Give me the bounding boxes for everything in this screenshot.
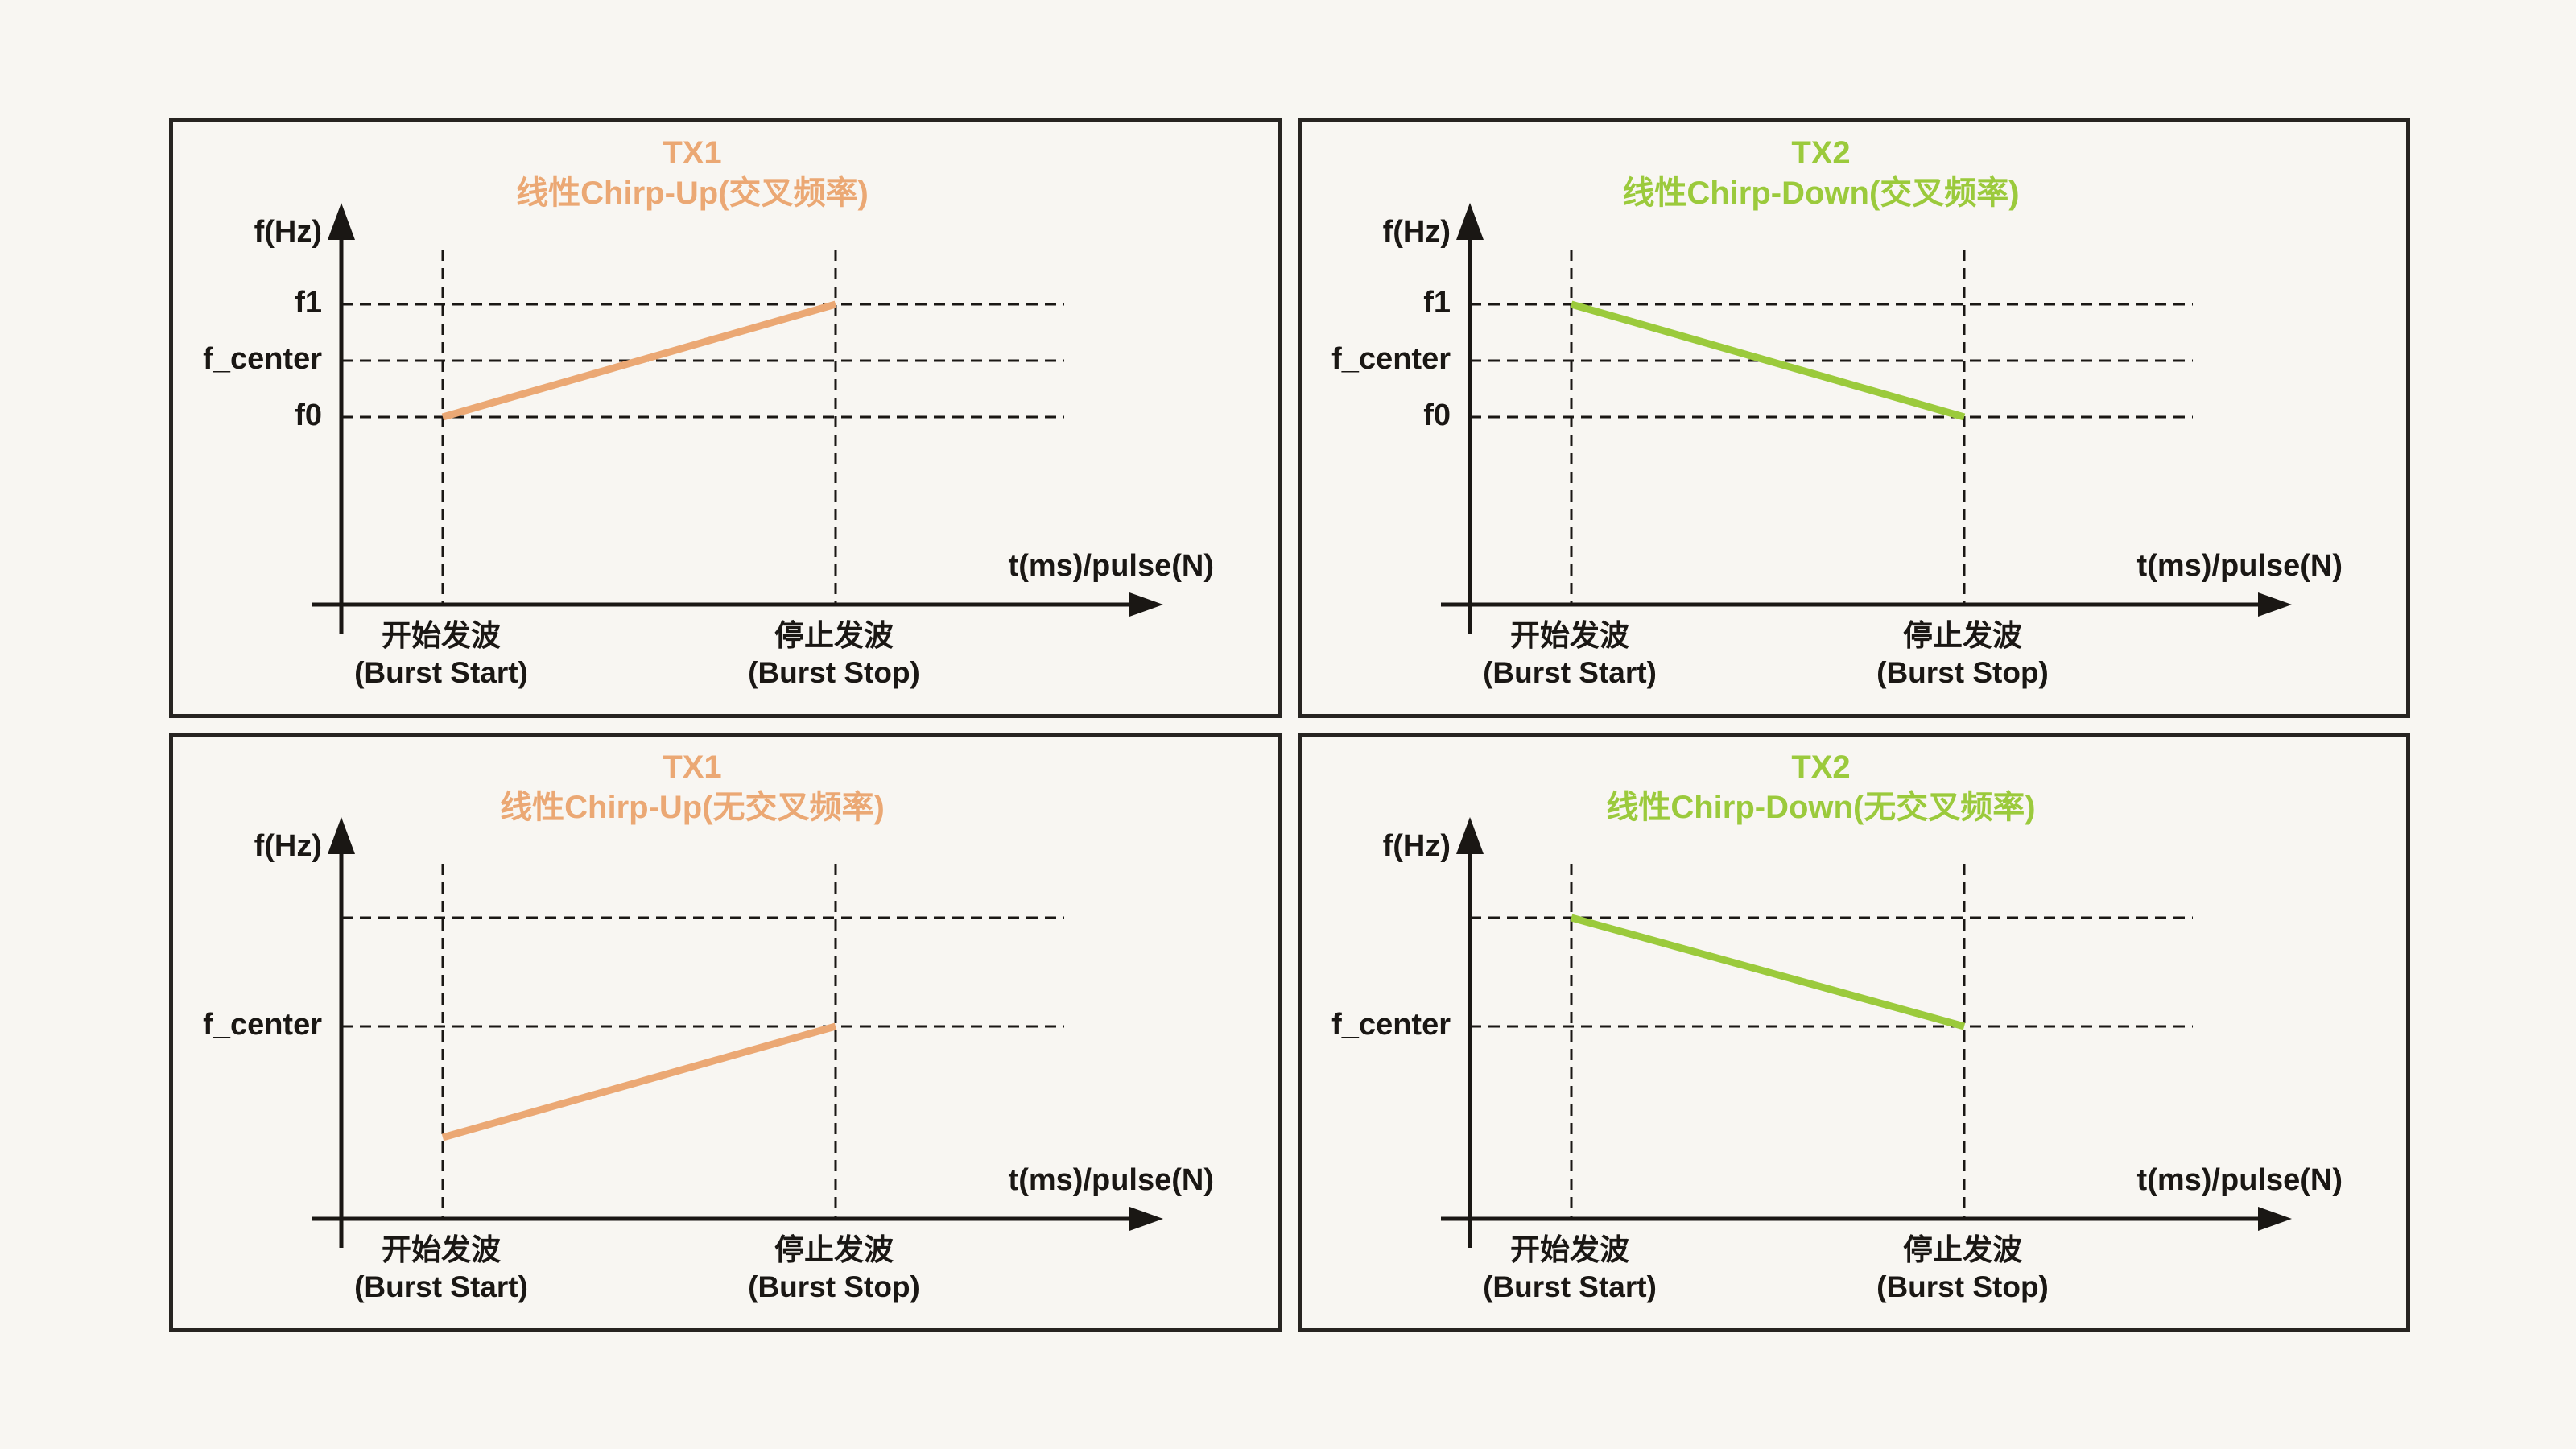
burst-stop-label: 停止发波 (Burst Stop) bbox=[1785, 1232, 2140, 1306]
burst-stop-label: 停止发波 (Burst Stop) bbox=[657, 617, 1011, 691]
panel-tx1-chirp-up-crossed: TX1 线性Chirp-Up(交叉频率) f(Hz) f1 f_center f… bbox=[169, 118, 1282, 718]
level-label-f1: f1 bbox=[1423, 286, 1451, 320]
x-axis-arrowhead-icon bbox=[1129, 592, 1163, 617]
panel-title: TX2 线性Chirp-Down(无交叉频率) bbox=[1302, 747, 2340, 828]
x-axis-arrowhead-icon bbox=[2258, 1207, 2292, 1231]
burst-stop-en: (Burst Stop) bbox=[748, 656, 920, 689]
x-axis-label: t(ms)/pulse(N) bbox=[2136, 1163, 2343, 1197]
burst-start-cn: 开始发波 bbox=[382, 619, 501, 652]
plot-canvas bbox=[1441, 817, 2292, 1248]
chirp-down-line bbox=[1570, 300, 1966, 421]
burst-stop-cn: 停止发波 bbox=[1903, 1233, 2022, 1266]
y-axis-label: f(Hz) bbox=[1382, 215, 1451, 249]
y-axis-arrowhead-icon bbox=[328, 203, 355, 240]
panel-tx2-chirp-down-noncrossed: TX2 线性Chirp-Down(无交叉频率) f(Hz) f_center t… bbox=[1298, 733, 2410, 1332]
level-label-f-center: f_center bbox=[1331, 342, 1451, 376]
plot-canvas bbox=[312, 203, 1163, 634]
y-axis-label: f(Hz) bbox=[254, 215, 322, 249]
y-axis-label: f(Hz) bbox=[254, 829, 322, 863]
panel-title-line2: 线性Chirp-Down(无交叉频率) bbox=[1606, 790, 2036, 825]
x-axis-arrowhead-icon bbox=[1129, 1207, 1163, 1231]
burst-start-label: 开始发波 (Burst Start) bbox=[264, 1232, 618, 1306]
burst-start-label: 开始发波 (Burst Start) bbox=[1393, 617, 1747, 691]
burst-start-cn: 开始发波 bbox=[1510, 1233, 1629, 1266]
y-axis-arrowhead-icon bbox=[328, 817, 355, 854]
burst-stop-en: (Burst Stop) bbox=[1876, 1270, 2049, 1303]
panel-tx2-chirp-down-crossed: TX2 线性Chirp-Down(交叉频率) f(Hz) f1 f_center… bbox=[1298, 118, 2410, 718]
burst-stop-label: 停止发波 (Burst Stop) bbox=[657, 1232, 1011, 1306]
burst-stop-label: 停止发波 (Burst Stop) bbox=[1785, 617, 2140, 691]
y-axis-arrowhead-icon bbox=[1456, 203, 1484, 240]
burst-stop-cn: 停止发波 bbox=[1903, 619, 2022, 652]
panel-title-line1: TX1 bbox=[663, 135, 722, 171]
chirp-up-line bbox=[441, 300, 837, 421]
level-label-f0: f0 bbox=[295, 398, 322, 432]
burst-stop-en: (Burst Stop) bbox=[748, 1270, 920, 1303]
burst-stop-en: (Burst Stop) bbox=[1876, 656, 2049, 689]
burst-start-en: (Burst Start) bbox=[1483, 1270, 1657, 1303]
panel-title-line1: TX2 bbox=[1791, 135, 1851, 171]
plot-canvas bbox=[1441, 203, 2292, 634]
panel-title: TX1 线性Chirp-Up(无交叉频率) bbox=[173, 747, 1212, 828]
panel-title: TX1 线性Chirp-Up(交叉频率) bbox=[173, 133, 1212, 213]
burst-start-en: (Burst Start) bbox=[1483, 656, 1657, 689]
level-label-f0: f0 bbox=[1423, 398, 1451, 432]
burst-start-cn: 开始发波 bbox=[1510, 619, 1629, 652]
panel-title-line1: TX2 bbox=[1791, 749, 1851, 785]
level-label-f-center: f_center bbox=[1331, 1008, 1451, 1042]
burst-start-cn: 开始发波 bbox=[382, 1233, 501, 1266]
panel-title: TX2 线性Chirp-Down(交叉频率) bbox=[1302, 133, 2340, 213]
burst-start-label: 开始发波 (Burst Start) bbox=[1393, 1232, 1747, 1306]
burst-start-en: (Burst Start) bbox=[354, 656, 528, 689]
burst-stop-cn: 停止发波 bbox=[774, 619, 894, 652]
plot-canvas bbox=[312, 817, 1163, 1248]
level-label-f-center: f_center bbox=[203, 342, 322, 376]
x-axis-arrowhead-icon bbox=[2258, 592, 2292, 617]
level-label-f1: f1 bbox=[295, 286, 322, 320]
y-axis-label: f(Hz) bbox=[1382, 829, 1451, 863]
x-axis-label: t(ms)/pulse(N) bbox=[1008, 549, 1214, 583]
burst-stop-cn: 停止发波 bbox=[774, 1233, 894, 1266]
burst-start-label: 开始发波 (Burst Start) bbox=[264, 617, 618, 691]
burst-start-en: (Burst Start) bbox=[354, 1270, 528, 1303]
level-label-f-center: f_center bbox=[203, 1008, 322, 1042]
chirp-up-line bbox=[441, 1022, 837, 1141]
x-axis-label: t(ms)/pulse(N) bbox=[2136, 549, 2343, 583]
chirp-down-line bbox=[1570, 914, 1966, 1030]
panel-tx1-chirp-up-noncrossed: TX1 线性Chirp-Up(无交叉频率) f(Hz) f_center t(m… bbox=[169, 733, 1282, 1332]
x-axis-label: t(ms)/pulse(N) bbox=[1008, 1163, 1214, 1197]
panel-title-line2: 线性Chirp-Up(无交叉频率) bbox=[500, 790, 885, 825]
panel-title-line2: 线性Chirp-Down(交叉频率) bbox=[1622, 175, 2020, 211]
y-axis-arrowhead-icon bbox=[1456, 817, 1484, 854]
panel-title-line1: TX1 bbox=[663, 749, 722, 785]
panel-title-line2: 线性Chirp-Up(交叉频率) bbox=[516, 175, 869, 211]
